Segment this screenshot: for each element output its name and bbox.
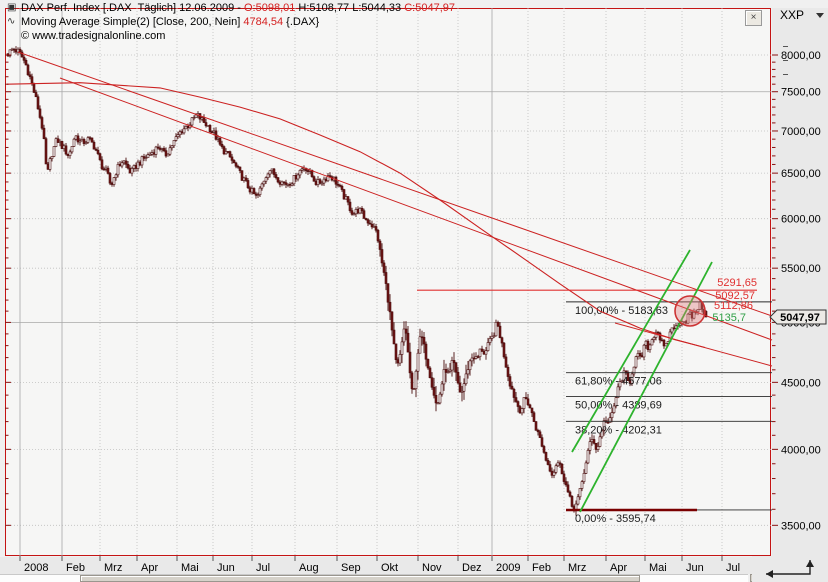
header-text-segment: DAX Perf. Index [.DAX Täglich] 12.06.200… — [21, 2, 244, 14]
x-axis-label: Mrz — [104, 562, 122, 574]
chart-title-ohlc: DAX Perf. Index [.DAX Täglich] 12.06.200… — [21, 2, 455, 14]
downtrend-lower — [614, 322, 773, 367]
line-value-label: 5291,65 — [717, 277, 757, 289]
price-axis-panel — [772, 8, 828, 574]
x-axis-label: Jun — [686, 562, 704, 574]
indicator-icon: ∿ — [7, 16, 16, 27]
candlesticks — [6, 46, 708, 516]
x-axis-label: Apr — [610, 562, 627, 574]
y-axis-label: 4000,00 — [781, 444, 821, 456]
fib-level-label: 100,00% - 5183,63 — [575, 305, 668, 317]
y-axis-label: 8000,00 — [781, 50, 821, 62]
chevron-down-icon — [816, 13, 824, 18]
x-axis-label: Feb — [66, 562, 85, 574]
header-text-segment: C:5047,97 — [404, 2, 455, 14]
x-axis-label: Nov — [422, 562, 442, 574]
line-value-label: 5092,57 — [715, 290, 755, 302]
panel-dash — [783, 46, 788, 47]
horizontal-scrollbar[interactable] — [0, 574, 748, 582]
header-text-segment: H:5108,77 L:5044,33 — [295, 2, 405, 14]
x-axis-label: Mrz — [568, 562, 586, 574]
header-text-segment: {.DAX} — [283, 16, 320, 28]
x-axis-label: Mai — [649, 562, 667, 574]
trendlines — [17, 51, 773, 367]
x-axis-label: Dez — [462, 562, 482, 574]
x-axis-label: Jun — [217, 562, 235, 574]
last-price-value: 5047,97 — [780, 312, 820, 324]
y-axis-label: 6500,00 — [781, 168, 821, 180]
symbol-label: XXP — [780, 8, 805, 22]
panel-dash — [783, 74, 788, 75]
y-axis-label: 7000,00 — [781, 126, 821, 138]
downtrend-secondary — [59, 77, 773, 341]
line-value-label: 5135,7 — [712, 312, 746, 324]
ma-line — [6, 82, 706, 349]
header-text-segment: 4784,54 — [243, 16, 284, 28]
fib-level-label: 0,00% - 3595,74 — [575, 513, 656, 525]
circle-marker — [674, 295, 706, 327]
y-axis-label: 7500,00 — [781, 87, 821, 99]
y-axis-label: 3500,00 — [781, 520, 821, 532]
indicator-legend: Moving Average Simple(2) [Close, 200, Ne… — [21, 16, 319, 28]
x-axis-label: Okt — [381, 562, 398, 574]
breakout-circle-marker — [674, 295, 706, 327]
header-text-segment: O:5098,01 — [243, 2, 296, 14]
line-value-label: 5112,86 — [714, 300, 753, 312]
x-axis-label: Apr — [141, 562, 158, 574]
x-axis-label: Jul — [256, 562, 270, 574]
header-text-segment: Moving Average Simple(2) [Close, 200, Ne… — [21, 16, 244, 28]
fib-level-label: 61,80% - 4577,06 — [575, 376, 662, 388]
pan-arrows-icon — [766, 560, 814, 578]
chart-icon: ▣ — [7, 2, 17, 13]
x-axis-label: Aug — [299, 562, 319, 574]
uptrend-channel-upper — [571, 249, 691, 453]
gridlines — [5, 8, 772, 556]
x-axis-label: Sep — [341, 562, 361, 574]
moving-average-200 — [6, 82, 706, 349]
x-axis-label: Jul — [726, 562, 740, 574]
y-axis-label: 6000,00 — [781, 214, 821, 226]
time-axis-panel — [0, 557, 770, 574]
x-axis-label: Mai — [181, 562, 199, 574]
close-icon: × — [750, 12, 757, 23]
y-axis-label: 4500,00 — [781, 377, 821, 389]
copyright-watermark: © www.tradesignalonline.com — [21, 30, 166, 42]
downtrend-from-jan08-high — [17, 51, 773, 317]
x-axis-label: 2009 — [496, 562, 520, 574]
fibonacci-retracement: 100,00% - 5183,63 61,80% - 4577,06 50,00% … — [566, 301, 772, 525]
y-axis-label: 5500,00 — [781, 263, 821, 275]
close-chart-button[interactable]: × — [745, 10, 762, 26]
last-price-tag: 5047,97 — [769, 309, 827, 325]
uptrend-channel-lower — [579, 261, 713, 513]
fib-level-label: 50,00% - 4389,69 — [575, 399, 662, 411]
uptrend-channel — [571, 249, 713, 513]
scrollbar-thumb[interactable] — [80, 575, 640, 582]
x-axis-label: 2008 — [24, 562, 48, 574]
chart-plot-background — [5, 8, 771, 556]
symbol-selector[interactable]: XXP — [780, 8, 826, 75]
x-axis-label: Feb — [532, 562, 551, 574]
pan-navigation-corner[interactable] — [752, 556, 828, 582]
panel-dash — [783, 60, 788, 61]
fib-level-label: 38,20% - 4202,31 — [575, 424, 662, 436]
